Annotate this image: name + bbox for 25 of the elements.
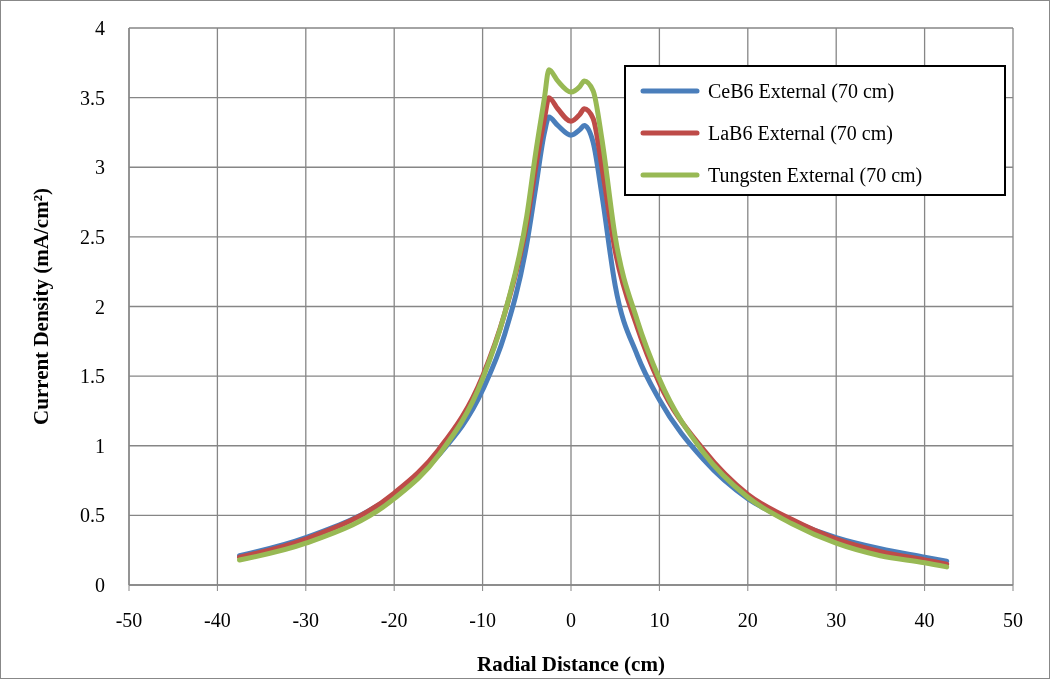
- y-axis-title: Current Density (mA/cm²): [29, 188, 53, 425]
- x-tick-label: -50: [115, 609, 143, 631]
- x-tick-label: 0: [566, 609, 576, 631]
- y-tick-label: 0: [95, 574, 105, 596]
- y-tick-label: 1: [95, 434, 105, 457]
- y-tick-label: 2: [95, 295, 105, 318]
- x-tick-label: 30: [826, 609, 847, 631]
- x-tick-label: -20: [380, 609, 408, 631]
- x-tick-label: 10: [649, 609, 670, 631]
- y-tick-label: 4: [95, 17, 105, 39]
- x-tick-label: -10: [469, 609, 496, 631]
- y-tick-label: 3.5: [80, 86, 105, 109]
- y-tick-label: 1.5: [80, 365, 105, 388]
- x-tick-label: 40: [914, 609, 935, 631]
- x-tick-label: 20: [737, 609, 758, 631]
- legend-label: LaB6 External (70 cm): [708, 122, 893, 145]
- legend-label: CeB6 External (70 cm): [708, 80, 895, 103]
- x-axis-title: Radial Distance (cm): [477, 652, 665, 676]
- x-tick-label: -40: [204, 609, 231, 631]
- y-tick-label: 2.5: [80, 225, 105, 248]
- y-tick-label: 3: [95, 156, 105, 179]
- x-tick-label: -30: [292, 609, 320, 631]
- y-tick-label: 0.5: [80, 504, 105, 527]
- legend-label: Tungsten External (70 cm): [708, 164, 923, 187]
- x-tick-label: 50: [1003, 609, 1023, 631]
